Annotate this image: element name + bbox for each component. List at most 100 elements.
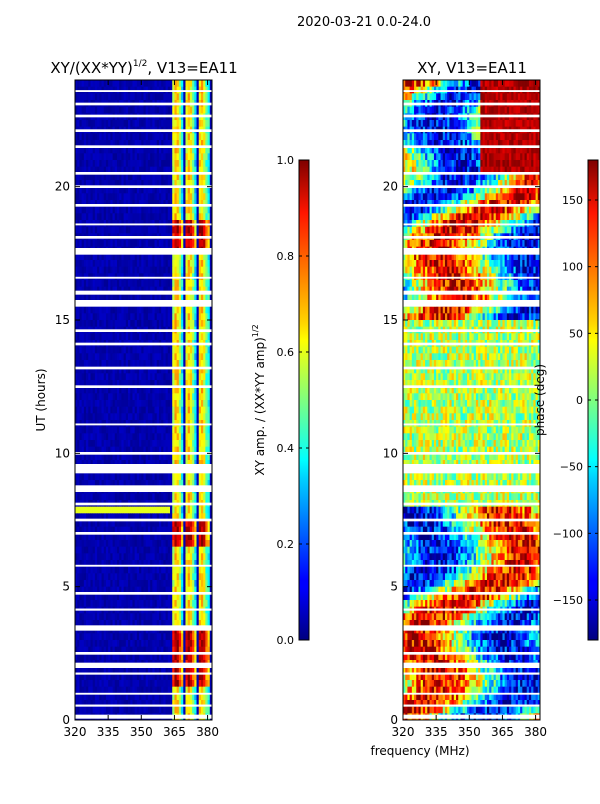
heatmap-cell [192,166,195,174]
heatmap-cell [75,546,78,554]
heatmap-cell [83,353,87,361]
heatmap-cell [103,366,107,374]
heatmap-cell [132,260,136,268]
heatmap-cell [130,200,133,208]
heatmap-cell [150,146,153,154]
heatmap-cell [187,440,191,448]
heatmap-cell [114,586,118,594]
heatmap-cell [203,520,206,528]
heatmap-cell [121,333,125,341]
heatmap-cell [92,146,96,154]
heatmap-cell [178,566,182,574]
heatmap-cell [108,80,111,88]
heatmap-cell [88,560,91,568]
heatmap-cell [147,413,151,421]
heatmap-cell [110,426,113,434]
heatmap-cell [207,560,211,568]
heatmap-cell [189,513,193,521]
heatmap-cell [181,360,184,368]
heatmap-cell [196,406,200,414]
heatmap-cell [141,313,144,321]
heatmap-cell [167,206,171,214]
heatmap-cell [114,260,118,268]
heatmap-cell [83,320,87,328]
heatmap-cell [125,533,129,541]
heatmap-cell [176,186,180,194]
heatmap-cell [167,293,171,301]
heatmap-cell [108,600,111,608]
heatmap-cell [152,426,155,434]
heatmap-cell [132,566,136,574]
heatmap-cell [92,193,96,201]
heatmap-cell [167,93,171,101]
heatmap-cell [83,306,87,314]
heatmap-cell [152,360,155,368]
heatmap-cell [150,320,153,328]
heatmap-cell [103,286,107,294]
heatmap-cell [83,533,87,541]
heatmap-cell [90,440,94,448]
heatmap-cell [183,353,186,361]
heatmap-cell [123,200,127,208]
heatmap-cell [81,173,85,181]
heatmap-cell [88,313,91,321]
heatmap-cell [134,586,138,594]
heatmap-cell [143,320,147,328]
heatmap-cell [79,106,83,114]
heatmap-cell [94,366,98,374]
heatmap-cell [183,573,186,581]
heatmap-cell [205,400,208,408]
heatmap-cell [174,573,178,581]
heatmap-cell [125,446,129,454]
heatmap-cell [112,460,116,468]
heatmap-cell [114,160,118,168]
heatmap-cell [136,440,140,448]
heatmap-cell [114,413,118,421]
heatmap-cell [147,433,151,441]
heatmap-cell [134,566,138,574]
heatmap-cell [128,573,131,581]
heatmap-cell [167,440,171,448]
heatmap-cell [185,193,189,201]
heatmap-cell [139,566,142,574]
heatmap-cell [176,360,180,368]
heatmap-cell [147,400,151,408]
heatmap-cell [94,613,98,621]
heatmap-cell [94,393,98,401]
heatmap-cell [88,366,91,374]
heatmap-cell [139,446,142,454]
heatmap-cell [110,80,113,88]
heatmap-cell [134,553,138,561]
heatmap-cell [192,540,195,548]
heatmap-cell [132,440,136,448]
heatmap-cell [154,380,158,388]
heatmap-cell [139,266,142,274]
heatmap-cell [116,540,120,548]
heatmap-cell [112,140,116,148]
heatmap-cell [183,260,186,268]
heatmap-cell [194,413,197,421]
heatmap-cell [209,400,212,408]
heatmap-cell [187,280,191,288]
heatmap-cell [178,286,182,294]
heatmap-cell [141,386,144,394]
heatmap-cell [81,413,85,421]
heatmap-cell [209,446,212,454]
heatmap-cell [90,166,94,174]
heatmap-cell [185,93,189,101]
heatmap-cell [141,613,144,621]
heatmap-cell [123,446,127,454]
heatmap-cell [99,253,102,261]
heatmap-cell [163,153,166,161]
heatmap-cell [108,140,111,148]
heatmap-cell [119,313,122,321]
heatmap-cell [163,140,166,148]
heatmap-cell [187,373,191,381]
heatmap-cell [136,140,140,148]
heatmap-cell [108,413,111,421]
heatmap-cell [128,533,131,541]
heatmap-cell [161,380,164,388]
heatmap-cell [119,553,122,561]
heatmap-cell [161,200,164,208]
heatmap-cell [189,400,193,408]
